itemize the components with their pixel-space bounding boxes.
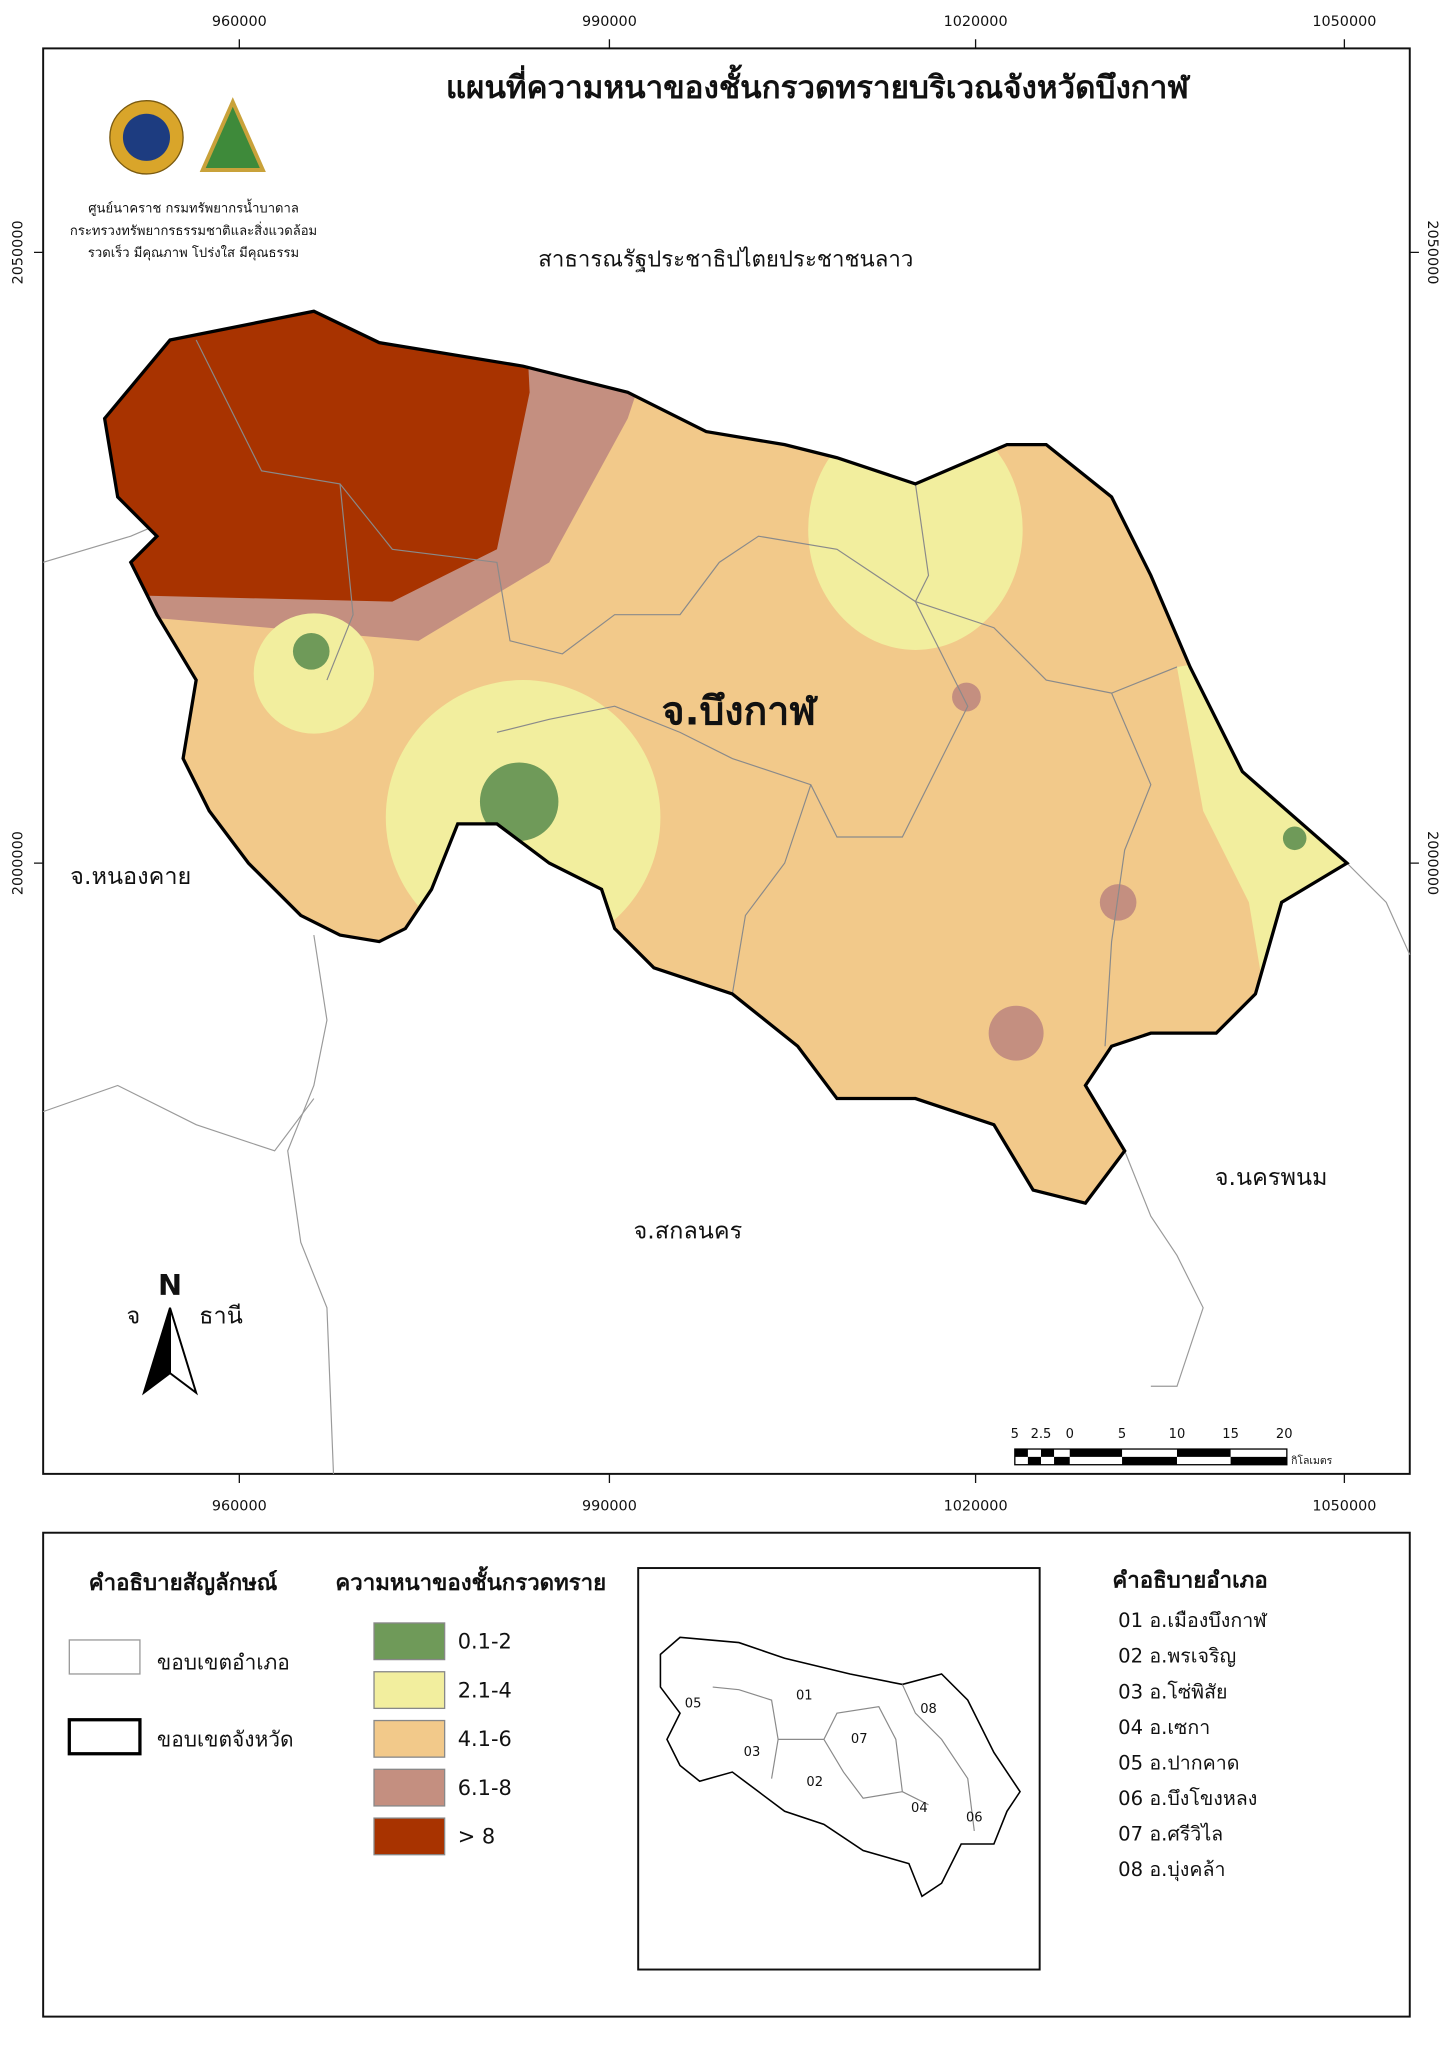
zone <box>808 409 1023 650</box>
district-boundary <box>326 483 354 681</box>
boundary-line <box>1346 862 1411 955</box>
legend-swatch <box>373 1817 446 1856</box>
logo <box>199 97 266 172</box>
legend-swatch <box>373 1719 446 1758</box>
district-item: 06 อ.บึงโขงหลง <box>1118 1787 1257 1810</box>
x-tick-label: 960000 <box>212 1499 267 1515</box>
north-label: N <box>158 1268 182 1302</box>
inset-districts <box>712 1684 975 1831</box>
inset-label: 04 <box>911 1801 928 1816</box>
scale-label: 20 <box>1276 1427 1293 1442</box>
legend-swatch <box>373 1768 446 1807</box>
x-tick-label: 1020000 <box>944 1499 1008 1515</box>
inset-label: 07 <box>851 1732 868 1747</box>
legend-label: 2.1-4 <box>458 1678 512 1702</box>
zone <box>1282 826 1307 851</box>
agency-text: กระทรวงทรัพยากรธรรมชาติและสิ่งแวดล้อม <box>70 221 317 239</box>
y-tick-label: 2050000 <box>1424 220 1440 284</box>
scale-label: 2.5 <box>1031 1427 1052 1442</box>
neighbor-label: ธานี <box>199 1301 243 1329</box>
scale-bar-segments <box>1014 1449 1287 1465</box>
neighbor-label: จ <box>127 1301 141 1329</box>
inset-label: 05 <box>685 1697 702 1712</box>
scale-label: 15 <box>1222 1427 1239 1442</box>
district-boundary <box>1104 692 1152 1047</box>
arrow <box>142 1307 171 1396</box>
legend-title: ความหนาของชั้นกรวดทราย <box>335 1565 606 1596</box>
scale-label: 5 <box>1118 1427 1126 1442</box>
x-tick-label: 1050000 <box>1312 1499 1376 1515</box>
scale-label: 10 <box>1169 1427 1186 1442</box>
agency-text: ศูนย์นาคราช กรมทรัพยากรน้ำบาดาล <box>88 199 299 217</box>
x-tick-label: 960000 <box>212 14 267 30</box>
zone <box>253 613 375 734</box>
district-boundary-symbol <box>68 1639 141 1675</box>
legend-swatch <box>373 1622 446 1661</box>
scale-label: 5 <box>1011 1427 1019 1442</box>
district-item: 07 อ.ศรีวิไล <box>1118 1823 1223 1846</box>
y-tick-label: 2000000 <box>10 831 26 895</box>
boundary-line <box>1124 1150 1204 1387</box>
district-item: 04 อ.เซกา <box>1118 1716 1210 1739</box>
district-item: 01 อ.เมืองบึงกาฬ <box>1118 1609 1267 1632</box>
district-item: 08 อ.บุ่งคล้า <box>1118 1858 1225 1882</box>
zone <box>479 762 559 841</box>
logo <box>122 113 171 161</box>
neighbor-label: จ.หนองคาย <box>70 862 191 890</box>
province-label: จ.บึงกาฬ <box>662 690 819 735</box>
neighbor-label: จ.นครพนม <box>1215 1163 1328 1191</box>
country-label: สาธารณรัฐประชาธิปไตยประชาชนลาว <box>538 247 913 273</box>
thickness-legend: 0.1-2 2.1-4 4.1-6 6.1-8 > 8 <box>373 1622 512 1856</box>
legend-label: 6.1-8 <box>458 1776 512 1800</box>
zone <box>952 682 981 712</box>
legend-label: > 8 <box>458 1825 495 1849</box>
district-item: 05 อ.ปากคาด <box>1118 1751 1239 1774</box>
province-boundary-symbol <box>67 1718 142 1756</box>
inset-label: 06 <box>966 1810 983 1825</box>
north-arrow: N <box>142 1268 198 1396</box>
y-tick-label: 2000000 <box>1424 831 1440 895</box>
district-boundary <box>915 601 1178 694</box>
scale-unit: กิโลเมตร <box>1291 1454 1333 1467</box>
legend-label: 4.1-6 <box>458 1727 512 1751</box>
zone <box>988 1005 1044 1061</box>
boundary-line <box>42 1084 315 1152</box>
x-tick-label: 990000 <box>582 1499 637 1515</box>
legend-title: คำอธิบายสัญลักษณ์ <box>89 1570 278 1596</box>
y-tick-label: 2050000 <box>10 220 26 284</box>
x-tick-label: 1050000 <box>1312 14 1376 30</box>
legend-swatch <box>373 1671 446 1710</box>
inset-label: 01 <box>796 1689 813 1704</box>
map-title: แผนที่ความหนาของชั้นกรวดทรายบริเวณจังหวั… <box>446 64 1191 106</box>
district-boundary <box>914 483 930 602</box>
district-list: 01 อ.เมืองบึงกาฬ 02 อ.พรเจริญ 03 อ.โซ่พิสั… <box>1118 1609 1267 1882</box>
district-item: 02 อ.พรเจริญ <box>1118 1645 1236 1668</box>
boundary-line <box>287 934 335 1474</box>
x-tick-label: 990000 <box>582 14 637 30</box>
district-list-title: คำอธิบายอำเภอ <box>1112 1568 1267 1594</box>
legend-label: ขอบเขตจังหวัด <box>157 1728 294 1752</box>
coordinate-ticks: 960000 990000 1020000 1050000 960000 990… <box>10 14 1440 1514</box>
zone <box>292 632 330 670</box>
tick-marks <box>34 39 1419 1484</box>
neighbor-label: จ.สกลนคร <box>634 1216 743 1244</box>
agency-text: รวดเร็ว มีคุณภาพ โปร่งใส มีคุณธรรม <box>88 243 299 261</box>
scale-bar: 5 2.5 0 5 10 15 20 กิโลเมตร <box>1011 1427 1333 1467</box>
inset-label: 08 <box>920 1702 937 1717</box>
district-boundary <box>731 784 812 995</box>
district-item: 03 อ.โซ่พิสัย <box>1118 1680 1227 1703</box>
inset-label: 02 <box>806 1775 823 1790</box>
legend-label: ขอบเขตอำเภอ <box>157 1651 290 1675</box>
zone <box>1099 884 1137 921</box>
x-tick-label: 1020000 <box>944 14 1008 30</box>
district-boundary <box>195 339 969 838</box>
legend-label: 0.1-2 <box>458 1630 512 1654</box>
scale-label: 0 <box>1066 1427 1074 1442</box>
inset-label: 03 <box>744 1745 761 1760</box>
